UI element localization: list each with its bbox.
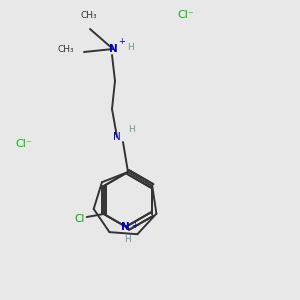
Text: CH₃: CH₃	[57, 46, 74, 55]
Text: Cl: Cl	[75, 214, 85, 224]
Text: +: +	[118, 38, 125, 46]
Text: Cl⁻: Cl⁻	[178, 10, 194, 20]
Text: +: +	[132, 220, 138, 230]
Text: H: H	[128, 125, 134, 134]
Text: H: H	[127, 44, 134, 52]
Text: N: N	[121, 222, 129, 232]
Text: H: H	[124, 235, 130, 244]
Text: N: N	[109, 44, 117, 54]
Text: Cl⁻: Cl⁻	[16, 139, 32, 149]
Text: N: N	[113, 132, 121, 142]
Text: CH₃: CH₃	[81, 11, 97, 20]
